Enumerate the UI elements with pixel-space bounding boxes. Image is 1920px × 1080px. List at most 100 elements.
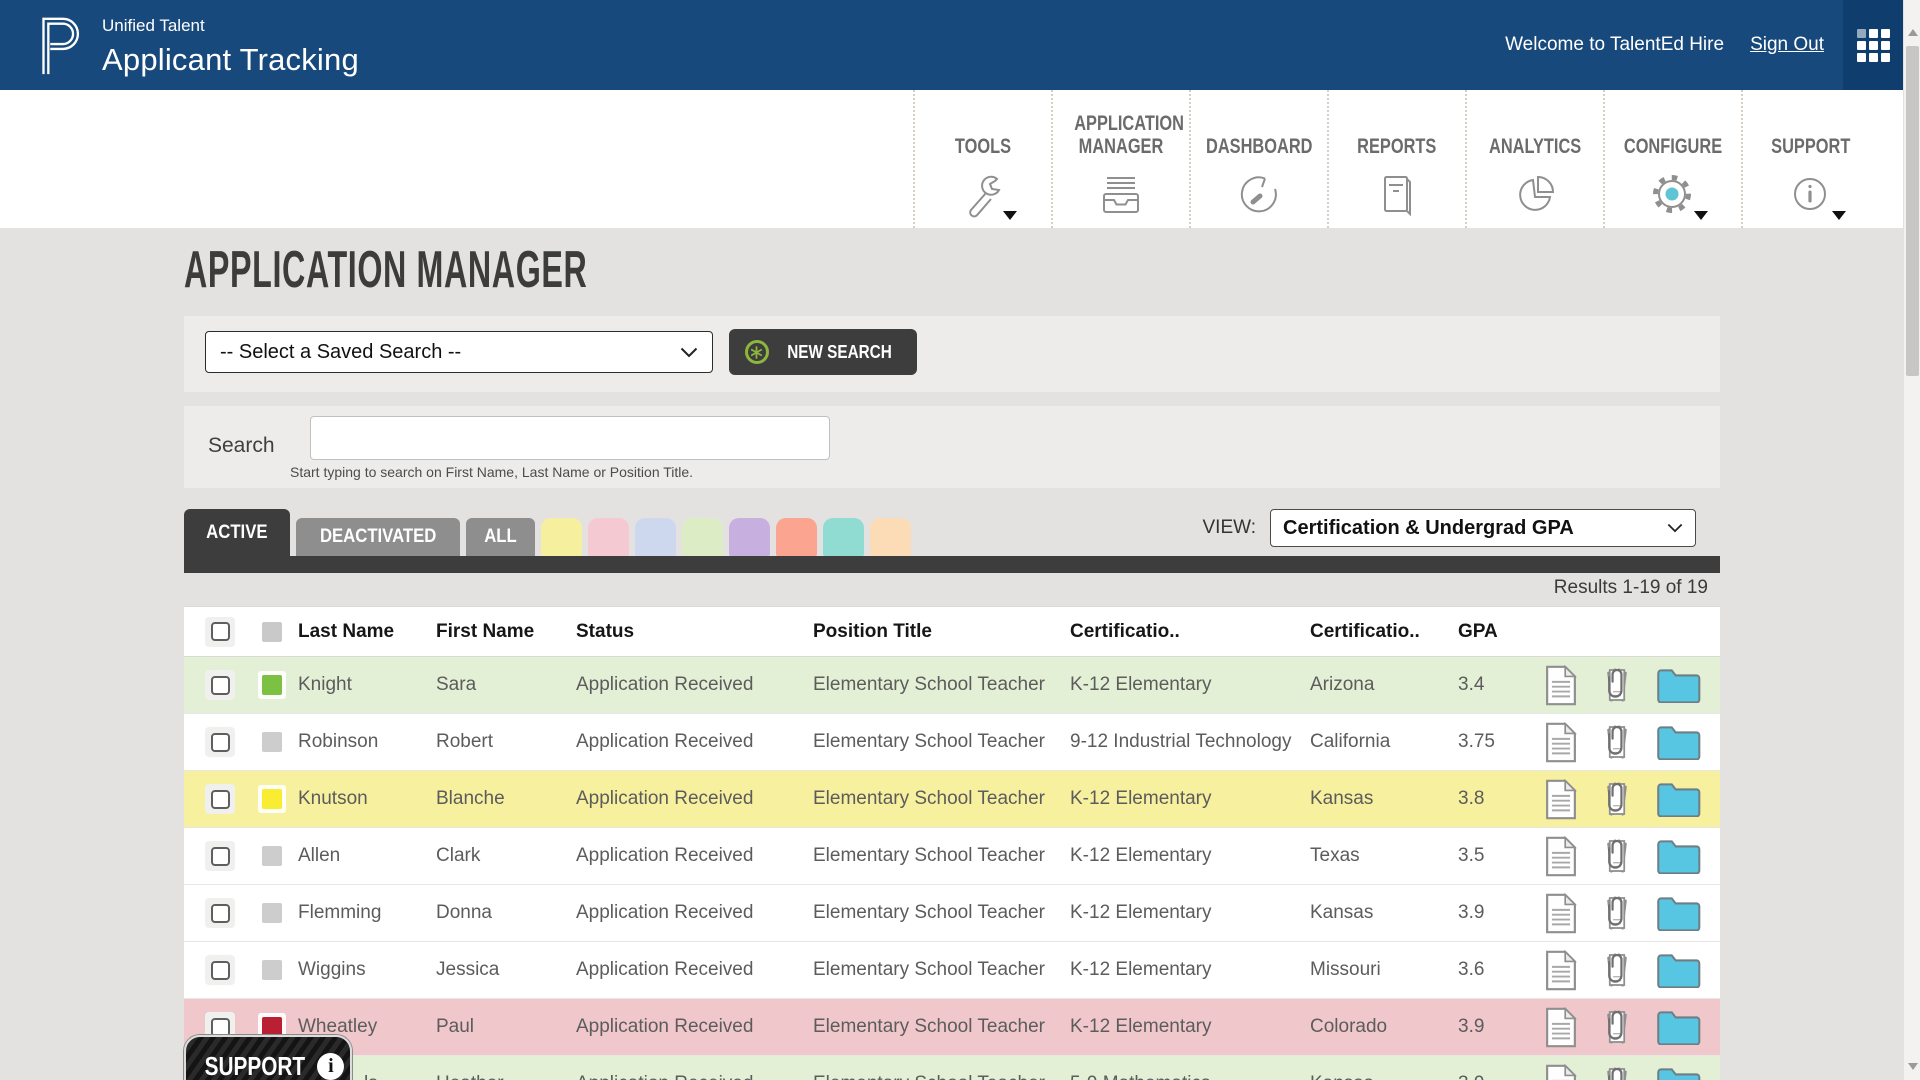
color-filter-tab-pink[interactable] [587,518,629,556]
view-select[interactable]: Certification & Undergrad GPA [1270,509,1696,547]
row-color-swatch[interactable] [258,728,286,756]
application-document-icon[interactable] [1544,665,1578,706]
folder-icon[interactable] [1656,1009,1701,1045]
select-all-checkbox-pad [205,616,235,647]
row-checkbox[interactable] [210,846,230,866]
attachments-icon[interactable] [1597,950,1637,990]
caret-down-icon [1832,211,1846,220]
scrollbar-thumb[interactable] [1906,46,1919,376]
new-search-button[interactable]: NEW SEARCH [729,329,917,375]
nav-item-reports[interactable]: REPORTS [1327,90,1465,228]
row-color-swatch[interactable] [258,785,286,813]
row-checkbox[interactable] [210,675,230,695]
app-switcher-button[interactable] [1843,0,1903,90]
application-document-icon[interactable] [1544,722,1578,763]
attachments-icon[interactable] [1597,1064,1637,1080]
application-document-icon[interactable] [1544,779,1578,820]
tab-deactivated[interactable]: DEACTIVATED [295,518,460,556]
table-row: Knutson Blanche Application Received Ele… [184,771,1720,828]
col-header-gpa[interactable]: GPA [1458,620,1498,642]
cell-last-name[interactable]: Knight [298,674,352,695]
cell-last-name[interactable]: Robinson [298,731,379,752]
attachments-icon[interactable] [1597,893,1637,933]
color-filter-tab-yellow[interactable] [540,518,582,556]
support-badge[interactable]: SUPPORT i [184,1035,352,1080]
select-all-checkbox[interactable] [210,622,230,641]
attachments-icon[interactable] [1597,836,1637,876]
nav-item-label: CONFIGURE [1623,134,1723,158]
attachments-icon[interactable] [1597,779,1637,819]
view-label: VIEW: [1202,517,1257,538]
nav-item-tools[interactable]: TOOLS [913,90,1051,228]
folder-icon[interactable] [1656,895,1701,931]
cell-last-name[interactable]: Flemming [298,902,382,923]
col-header-certification-2[interactable]: Certificatio.. [1310,620,1420,642]
col-header-last-name[interactable]: Last Name [298,620,395,642]
row-color-swatch[interactable] [258,671,286,699]
cell-gpa: 3.8 [1458,788,1485,809]
scroll-down-arrow-icon[interactable] [1904,1056,1920,1076]
vertical-scrollbar[interactable] [1903,0,1920,1080]
color-filter-tab-salmon[interactable] [775,518,817,556]
cell-last-name[interactable]: ls [298,1073,436,1080]
col-header-certification-1[interactable]: Certificatio.. [1070,620,1180,642]
attachments-icon[interactable] [1597,1007,1637,1047]
col-header-first-name[interactable]: First Name [436,620,535,642]
search-input[interactable] [310,416,830,460]
color-filter-tab-purple[interactable] [728,518,770,556]
results-summary: Results 1-19 of 19 [1553,577,1708,598]
color-filter-tab-green[interactable] [681,518,723,556]
caret-down-icon [1694,211,1708,220]
nav-item-support[interactable]: SUPPORT [1741,90,1879,228]
color-filter-tab-periwinkle[interactable] [634,518,676,556]
cell-last-name[interactable]: Allen [298,845,341,866]
cell-last-name[interactable]: Wiggins [298,959,366,980]
folder-icon[interactable] [1656,724,1701,760]
application-document-icon[interactable] [1544,893,1578,934]
chevron-down-icon [680,347,698,358]
table-row: Wheatley Paul Application Received Eleme… [184,999,1720,1056]
tab-all[interactable]: ALL [465,518,535,556]
nav-item-dashboard[interactable]: DASHBOARD [1189,90,1327,228]
row-color-swatch[interactable] [258,956,286,984]
color-filter-tab-teal[interactable] [822,518,864,556]
cell-first-name: Clark [436,845,481,866]
search-label: Search [208,434,275,457]
row-checkbox[interactable] [210,1017,230,1037]
color-filter-tab-peach[interactable] [869,518,911,556]
application-document-icon[interactable] [1544,836,1578,877]
folder-icon[interactable] [1656,952,1701,988]
tab-active[interactable]: ACTIVE [184,509,290,556]
nav-item-label: DASHBOARD [1205,134,1313,158]
cell-last-name[interactable]: Knutson [298,788,368,809]
row-checkbox[interactable] [210,960,230,980]
col-header-position-title[interactable]: Position Title [813,620,932,642]
attachments-icon[interactable] [1597,722,1637,762]
row-checkbox[interactable] [210,732,230,752]
folder-icon[interactable] [1656,1066,1701,1080]
table-row: Allen Clark Application Received Element… [184,828,1720,885]
folder-icon[interactable] [1656,838,1701,874]
row-color-swatch[interactable] [258,842,286,870]
application-document-icon[interactable] [1544,1064,1578,1080]
nav-item-configure[interactable]: CONFIGURE [1603,90,1741,228]
sign-out-link[interactable]: Sign Out [1750,34,1824,55]
application-document-icon[interactable] [1544,1007,1578,1048]
row-checkbox[interactable] [210,789,230,809]
cell-gpa: 3.5 [1458,845,1485,866]
nav-item-analytics[interactable]: ANALYTICS [1465,90,1603,228]
row-checkbox[interactable] [210,903,230,923]
tabs-underline-bar [184,556,1720,573]
col-header-status[interactable]: Status [576,620,635,642]
scroll-up-arrow-icon[interactable] [1904,22,1920,42]
table-row: ls Heather Application Received Elementa… [184,1056,1720,1080]
cell-last-name[interactable]: Wheatley [298,1016,378,1037]
cell-status: Application Received [576,1016,754,1037]
application-document-icon[interactable] [1544,950,1578,991]
row-color-swatch[interactable] [258,899,286,927]
nav-item-application-manager[interactable]: APPLICATION MANAGER [1051,90,1189,228]
folder-icon[interactable] [1656,781,1701,817]
saved-search-select[interactable]: -- Select a Saved Search -- [205,331,713,373]
attachments-icon[interactable] [1597,665,1637,705]
folder-icon[interactable] [1656,667,1701,703]
